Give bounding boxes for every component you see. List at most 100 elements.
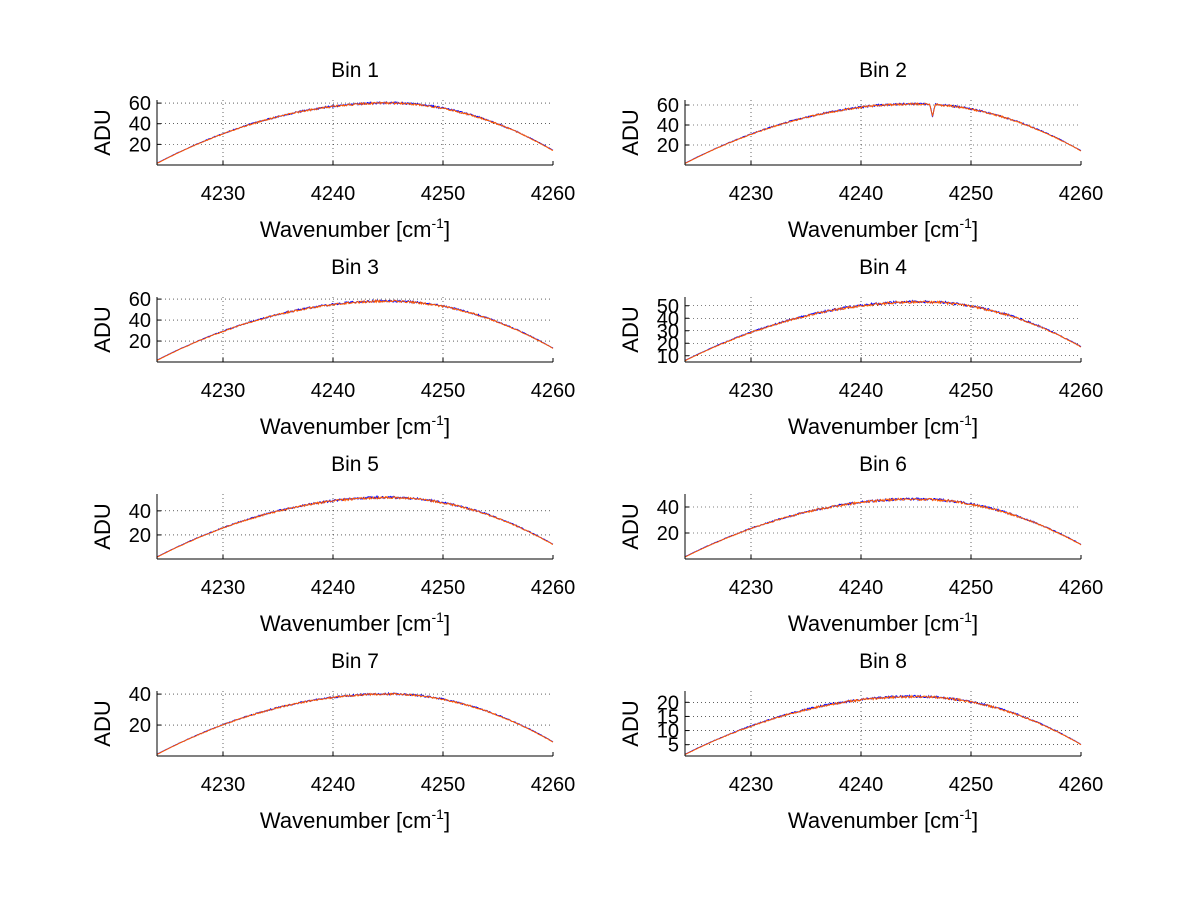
y-axis-label: ADU (618, 503, 643, 549)
x-tick-label: 4250 (421, 577, 466, 599)
x-tick-label: 4250 (421, 183, 466, 205)
y-axis-label: ADU (90, 109, 115, 155)
x-tick-label: 4240 (839, 380, 884, 402)
x-axis-label: Wavenumber [cm-1] (788, 412, 978, 439)
x-axis-label: Wavenumber [cm-1] (260, 609, 450, 636)
x-tick-label: 4260 (531, 183, 576, 205)
subplot-title: Bin 1 (331, 59, 379, 82)
x-tick-label: 4240 (839, 183, 884, 205)
series-line-2 (684, 300, 1082, 362)
y-tick-label: 15 (657, 706, 679, 728)
x-tick-label: 4250 (949, 774, 994, 796)
x-axis-label: Wavenumber [cm-1] (788, 609, 978, 636)
x-tick-label: 4230 (201, 577, 246, 599)
x-tick-label: 4260 (531, 380, 576, 402)
x-axis-label: Wavenumber [cm-1] (260, 215, 450, 242)
series-line-1 (156, 495, 554, 558)
series-line-2 (156, 298, 554, 361)
y-axis-label: ADU (90, 306, 115, 352)
series-line-1 (156, 100, 554, 164)
x-tick-label: 4240 (839, 577, 884, 599)
y-tick-label: 5 (668, 735, 679, 757)
x-tick-label: 4230 (201, 380, 246, 402)
x-axis-label: Wavenumber [cm-1] (260, 806, 450, 833)
series-line-1 (684, 694, 1082, 755)
x-tick-label: 4240 (839, 774, 884, 796)
x-tick-label: 4240 (311, 183, 356, 205)
y-tick-label: 40 (657, 308, 679, 330)
x-tick-label: 4260 (1059, 380, 1104, 402)
subplot-title: Bin 7 (331, 650, 379, 673)
x-tick-label: 4230 (201, 183, 246, 205)
series-line-2 (684, 497, 1082, 558)
subplot-title: Bin 5 (331, 453, 379, 476)
series-line-1 (156, 691, 554, 755)
series-line-2 (156, 692, 554, 755)
x-axis-label: Wavenumber [cm-1] (788, 806, 978, 833)
x-tick-label: 4240 (311, 774, 356, 796)
x-axis-label: Wavenumber [cm-1] (788, 215, 978, 242)
y-tick-label: 20 (129, 525, 151, 547)
subplot-bin-7: 4230 4240 4250 4260 20 40 Bin 7 ADU Wavenumber [… (90, 650, 575, 833)
y-tick-label: 20 (129, 331, 151, 353)
x-tick-label: 4240 (311, 380, 356, 402)
series-line-1 (684, 102, 1082, 164)
subplot-title: Bin 6 (859, 453, 907, 476)
y-tick-label: 50 (657, 296, 679, 318)
y-tick-label: 10 (657, 346, 679, 368)
series-line-2 (684, 694, 1082, 756)
y-tick-label: 40 (129, 114, 151, 136)
x-tick-label: 4260 (531, 774, 576, 796)
subplot-title: Bin 4 (859, 256, 907, 279)
y-tick-label: 40 (129, 684, 151, 706)
y-tick-label: 30 (657, 321, 679, 343)
series-line-2 (156, 495, 554, 558)
y-axis-label: ADU (618, 306, 643, 352)
y-axis-label: ADU (618, 700, 643, 746)
y-tick-label: 60 (129, 289, 151, 311)
x-tick-label: 4230 (729, 577, 774, 599)
x-tick-label: 4250 (949, 380, 994, 402)
y-tick-label: 20 (657, 692, 679, 714)
y-axis-label: ADU (90, 700, 115, 746)
x-tick-label: 4240 (311, 577, 356, 599)
y-tick-label: 20 (129, 134, 151, 156)
y-tick-label: 40 (657, 497, 679, 519)
series-line-1 (156, 298, 554, 361)
x-tick-label: 4260 (1059, 183, 1104, 205)
x-tick-label: 4230 (201, 774, 246, 796)
x-tick-label: 4250 (949, 577, 994, 599)
x-tick-label: 4260 (1059, 774, 1104, 796)
y-tick-label: 40 (657, 115, 679, 137)
x-tick-label: 4230 (729, 183, 774, 205)
y-tick-label: 20 (657, 333, 679, 355)
y-tick-label: 10 (657, 721, 679, 743)
subplot-title: Bin 3 (331, 256, 379, 279)
x-axis-label: Wavenumber [cm-1] (260, 412, 450, 439)
y-tick-label: 20 (129, 715, 151, 737)
subplot-bin-6: 4230 4240 4250 4260 20 40 Bin 6 ADU Wavenumber [… (618, 453, 1103, 636)
x-tick-label: 4230 (729, 380, 774, 402)
x-tick-label: 4260 (1059, 577, 1104, 599)
y-tick-label: 20 (657, 135, 679, 157)
y-axis-label: ADU (618, 109, 643, 155)
y-tick-label: 60 (129, 93, 151, 115)
y-tick-label: 40 (129, 310, 151, 332)
y-tick-label: 20 (657, 523, 679, 545)
series-line-2 (684, 102, 1082, 164)
x-tick-label: 4260 (531, 577, 576, 599)
y-axis-label: ADU (90, 503, 115, 549)
y-tick-label: 60 (657, 95, 679, 117)
series-line-2 (156, 101, 554, 164)
y-tick-label: 40 (129, 501, 151, 523)
subplot-title: Bin 2 (859, 59, 907, 82)
x-tick-label: 4230 (729, 774, 774, 796)
